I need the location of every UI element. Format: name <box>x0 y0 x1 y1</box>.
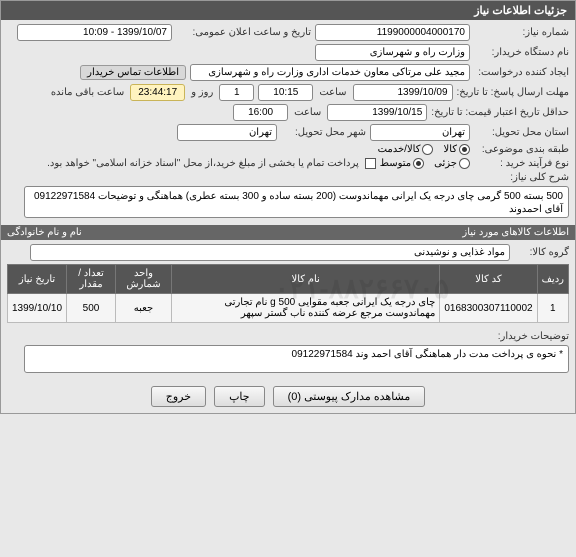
org-label: نام دستگاه خریدار: <box>474 47 569 58</box>
items-table: ردیف کد کالا نام کالا واحد شمارش تعداد /… <box>7 264 569 323</box>
cell-unit: جعبه <box>115 294 171 323</box>
need-no-field: 1199000004000170 <box>315 24 470 41</box>
radio-service-label: کالا/خدمت <box>378 144 421 155</box>
th-code: کد کالا <box>440 265 537 294</box>
creator-label: ایجاد کننده درخواست: <box>474 67 569 78</box>
cell-row: 1 <box>537 294 568 323</box>
footer-buttons: مشاهده مدارک پیوستی (0) چاپ خروج <box>1 380 575 413</box>
announce-label: تاریخ و ساعت اعلان عمومی: <box>176 27 311 38</box>
items-section: گروه کالا: مواد غذایی و نوشیدنی ۰۲۱-۸۸۲۶… <box>1 240 575 327</box>
radio-goods[interactable]: کالا <box>443 144 470 155</box>
countdown: 23:44:17 <box>130 84 185 101</box>
table-row[interactable]: 1 0168300307110002 چای درجه یک ایرانی جع… <box>8 294 569 323</box>
deadline-date: 1399/10/09 <box>353 84 453 101</box>
validity-date: 1399/10/15 <box>327 104 427 121</box>
radio-goods-label: کالا <box>443 144 457 155</box>
th-qty: تعداد / مقدار <box>67 265 116 294</box>
need-no-label: شماره نیاز: <box>474 27 569 38</box>
announce-field: 1399/10/07 - 10:09 <box>17 24 172 41</box>
th-row: ردیف <box>537 265 568 294</box>
time-label-2: ساعت <box>292 107 323 118</box>
details-panel: جزئیات اطلاعات نیاز شماره نیاز: 11990000… <box>0 0 576 414</box>
items-header: اطلاعات کالاهای مورد نیاز نام و نام خانو… <box>1 225 575 240</box>
cell-date: 1399/10/10 <box>8 294 67 323</box>
attachments-button[interactable]: مشاهده مدارک پیوستی (0) <box>273 386 426 407</box>
radio-goods-icon <box>459 144 470 155</box>
panel-title: جزئیات اطلاعات نیاز <box>1 1 575 20</box>
deadline-label: مهلت ارسال پاسخ: تا تاریخ: <box>457 87 569 98</box>
partial-pay-checkbox[interactable] <box>365 158 376 169</box>
radio-small[interactable]: جزئی <box>434 158 470 169</box>
exit-button[interactable]: خروج <box>151 386 206 407</box>
days-label: روز و <box>189 87 215 98</box>
process-label: نوع فرآیند خرید : <box>474 158 569 169</box>
creator-field: مجید علی مرتاکی معاون خدمات اداری وزارت … <box>190 64 470 81</box>
budget-label: طبقه بندی موضوعی: <box>474 144 569 155</box>
radio-medium-icon <box>413 158 424 169</box>
buyer-note-field: * نحوه ی پرداخت مدت دار هماهنگی آقای احم… <box>24 345 569 373</box>
group-label: گروه کالا: <box>514 247 569 258</box>
items-header-link[interactable]: نام و نام خانوادگی <box>7 227 82 238</box>
buyer-note-section: توضیحات خریدار: * نحوه ی پرداخت مدت دار … <box>1 327 575 380</box>
time-label-1: ساعت <box>317 87 348 98</box>
validity-time: 16:00 <box>233 104 288 121</box>
partial-pay-label: پرداخت تمام یا بخشی از مبلغ خرید،از محل … <box>7 158 361 169</box>
radio-medium[interactable]: متوسط <box>380 158 424 169</box>
province-field: تهران <box>370 124 470 141</box>
cell-qty: 500 <box>67 294 116 323</box>
org-field: وزارت راه و شهرسازی <box>315 44 470 61</box>
radio-service-icon <box>422 144 433 155</box>
group-field: مواد غذایی و نوشیدنی <box>30 244 510 261</box>
desc-field: 500 بسته 500 گرمی چای درجه یک ایرانی مهم… <box>24 186 569 218</box>
print-button[interactable]: چاپ <box>214 386 265 407</box>
desc-label: شرح کلی نیاز: <box>474 172 569 183</box>
deadline-time: 10:15 <box>258 84 313 101</box>
radio-small-label: جزئی <box>434 158 457 169</box>
radio-service[interactable]: کالا/خدمت <box>378 144 434 155</box>
cell-code: 0168300307110002 <box>440 294 537 323</box>
remain-label: ساعت باقی مانده <box>49 87 126 98</box>
items-header-title: اطلاعات کالاهای مورد نیاز <box>462 227 569 238</box>
cell-name: چای درجه یک ایرانی جعبه مقوایی 500 g نام… <box>171 294 439 323</box>
radio-small-icon <box>459 158 470 169</box>
th-unit: واحد شمارش <box>115 265 171 294</box>
budget-radio-group: کالا کالا/خدمت <box>378 144 470 155</box>
main-form: شماره نیاز: 1199000004000170 تاریخ و ساع… <box>1 20 575 225</box>
th-name: نام کالا <box>171 265 439 294</box>
buyer-note-label: توضیحات خریدار: <box>474 331 569 342</box>
contact-button[interactable]: اطلاعات تماس خریدار <box>80 65 186 80</box>
city-label: شهر محل تحویل: <box>281 127 366 138</box>
city-field: تهران <box>177 124 277 141</box>
province-label: استان محل تحویل: <box>474 127 569 138</box>
th-date: تاریخ نیاز <box>8 265 67 294</box>
validity-label: حداقل تاریخ اعتبار قیمت: تا تاریخ: <box>431 107 569 118</box>
radio-medium-label: متوسط <box>380 158 411 169</box>
process-radio-group: جزئی متوسط <box>380 158 470 169</box>
days-left: 1 <box>219 84 254 101</box>
